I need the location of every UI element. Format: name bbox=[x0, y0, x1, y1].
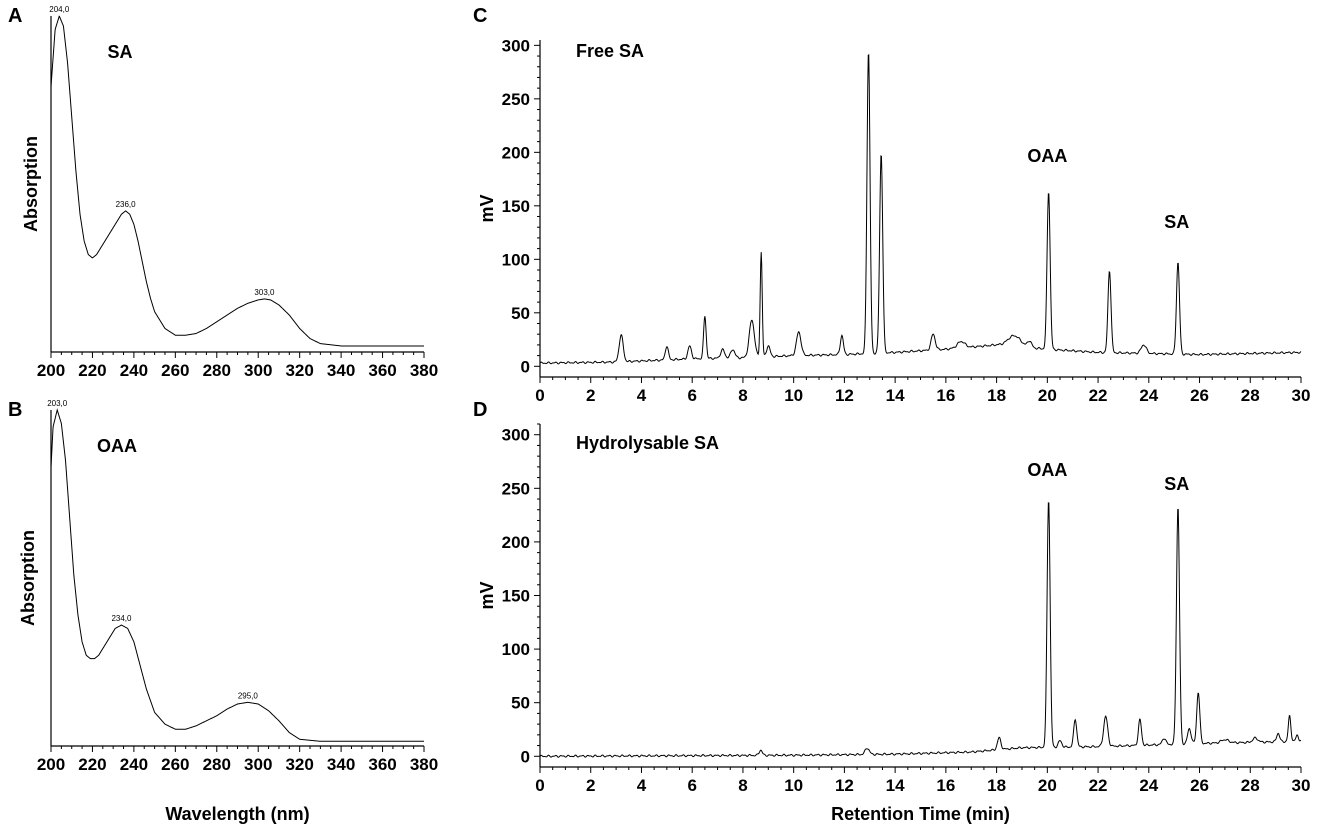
panel-annotation: Free SA bbox=[576, 41, 644, 61]
x-tick-label: 6 bbox=[687, 776, 696, 795]
x-tick-label: 6 bbox=[687, 386, 696, 405]
panel-annotation: SA bbox=[107, 42, 132, 62]
x-tick-label: 340 bbox=[327, 361, 355, 380]
x-tick-label: 260 bbox=[161, 755, 189, 774]
x-tick-label: 240 bbox=[120, 755, 148, 774]
y-tick-label: 100 bbox=[502, 640, 530, 659]
x-tick-label: 30 bbox=[1292, 386, 1311, 405]
peak-value-label: 236,0 bbox=[116, 200, 137, 209]
y-tick-label: 100 bbox=[502, 250, 530, 269]
series-trace-0 bbox=[539, 502, 1302, 758]
peak-value-label: 303,0 bbox=[254, 288, 275, 297]
x-tick-label: 360 bbox=[368, 361, 396, 380]
x-tick-label: 280 bbox=[203, 361, 231, 380]
x-tick-label: 24 bbox=[1139, 776, 1158, 795]
x-tick-label: 4 bbox=[637, 776, 647, 795]
x-tick-label: 12 bbox=[835, 776, 854, 795]
y-tick-label: 250 bbox=[502, 479, 530, 498]
x-tick-label: 200 bbox=[37, 755, 65, 774]
x-tick-label: 340 bbox=[327, 755, 355, 774]
x-tick-label: 28 bbox=[1241, 386, 1260, 405]
x-tick-label: 280 bbox=[203, 755, 231, 774]
x-axis-label: Retention Time (min) bbox=[831, 804, 1010, 824]
x-tick-label: 30 bbox=[1292, 776, 1311, 795]
panel-letter-d: D bbox=[473, 399, 487, 421]
x-tick-label: 220 bbox=[78, 361, 106, 380]
chart-b-oaa-spectrum: 200 220 240 260 280 300 320 340 360 380 Absorption… bbox=[18, 399, 438, 824]
x-tick-label: 380 bbox=[410, 361, 438, 380]
x-tick-label: 26 bbox=[1190, 386, 1209, 405]
x-tick-label: 14 bbox=[886, 386, 905, 405]
x-tick-label: 260 bbox=[161, 361, 189, 380]
y-tick-label: 150 bbox=[502, 197, 530, 216]
panel-annotation: OAA bbox=[97, 436, 137, 456]
x-tick-label: 320 bbox=[285, 755, 313, 774]
x-tick-label: 0 bbox=[535, 386, 544, 405]
panel-letter-a: A bbox=[8, 5, 22, 27]
peak-annotation-oaa: OAA bbox=[1027, 460, 1067, 480]
x-tick-label: 14 bbox=[886, 776, 905, 795]
peak-annotation-sa: SA bbox=[1164, 474, 1189, 494]
x-tick-label: 200 bbox=[37, 361, 65, 380]
y-axis-label: mV bbox=[477, 194, 497, 222]
y-tick-label: 200 bbox=[502, 533, 530, 552]
x-tick-label: 16 bbox=[936, 776, 955, 795]
x-tick-label: 24 bbox=[1139, 386, 1158, 405]
chart-c-free-sa-chromatogram: 0 2 4 6 8 10 12 14 16 18 20 22 24 26 28 300501001502002… bbox=[477, 36, 1310, 405]
peak-annotation-sa: SA bbox=[1164, 212, 1189, 232]
series-trace-0 bbox=[539, 53, 1302, 365]
y-tick-label: 300 bbox=[502, 36, 530, 55]
panel-annotation: Hydrolysable SA bbox=[576, 433, 719, 453]
y-tick-label: 50 bbox=[511, 694, 530, 713]
peak-value-label: 203,0 bbox=[47, 399, 68, 408]
x-tick-label: 8 bbox=[738, 386, 747, 405]
x-tick-label: 10 bbox=[784, 776, 803, 795]
x-tick-label: 10 bbox=[784, 386, 803, 405]
x-tick-label: 22 bbox=[1089, 776, 1108, 795]
x-tick-label: 22 bbox=[1089, 386, 1108, 405]
panel-letter-b: B bbox=[8, 399, 22, 421]
x-tick-label: 2 bbox=[586, 386, 595, 405]
y-tick-label: 150 bbox=[502, 587, 530, 606]
y-tick-label: 0 bbox=[521, 747, 530, 766]
x-tick-label: 26 bbox=[1190, 776, 1209, 795]
series-trace-0 bbox=[50, 408, 424, 742]
x-tick-label: 300 bbox=[244, 755, 272, 774]
x-tick-label: 8 bbox=[738, 776, 747, 795]
x-tick-label: 28 bbox=[1241, 776, 1260, 795]
x-tick-label: 20 bbox=[1038, 386, 1057, 405]
y-axis-label: Absorption bbox=[21, 136, 41, 232]
peak-value-label: 295,0 bbox=[238, 691, 259, 700]
chart-d-hydrolysable-sa-chromatogram: 0 2 4 6 8 10 12 14 16 18 20 22 24 26 28 300501001502002… bbox=[477, 423, 1311, 824]
peak-annotation-oaa: OAA bbox=[1027, 146, 1067, 166]
x-tick-label: 0 bbox=[535, 776, 544, 795]
panel-letter-c: C bbox=[473, 5, 487, 27]
x-tick-label: 18 bbox=[987, 776, 1006, 795]
chart-a-sa-spectrum: 200 220 240 260 280 300 320 340 360 380 Absorption… bbox=[21, 5, 438, 380]
x-tick-label: 360 bbox=[368, 755, 396, 774]
peak-value-label: 204,0 bbox=[49, 5, 70, 14]
x-tick-label: 240 bbox=[120, 361, 148, 380]
x-tick-label: 4 bbox=[637, 386, 647, 405]
x-tick-label: 20 bbox=[1038, 776, 1057, 795]
x-tick-label: 320 bbox=[285, 361, 313, 380]
y-axis-label: mV bbox=[477, 581, 497, 609]
x-tick-label: 16 bbox=[936, 386, 955, 405]
y-tick-label: 300 bbox=[502, 426, 530, 445]
x-tick-label: 220 bbox=[78, 755, 106, 774]
x-tick-label: 380 bbox=[410, 755, 438, 774]
series-trace-0 bbox=[50, 15, 424, 347]
peak-value-label: 234,0 bbox=[111, 614, 132, 623]
y-tick-label: 50 bbox=[511, 304, 530, 323]
y-axis-label: Absorption bbox=[18, 530, 38, 626]
x-tick-label: 18 bbox=[987, 386, 1006, 405]
x-tick-label: 12 bbox=[835, 386, 854, 405]
y-tick-label: 250 bbox=[502, 90, 530, 109]
y-tick-label: 200 bbox=[502, 143, 530, 162]
x-tick-label: 2 bbox=[586, 776, 595, 795]
x-axis-label: Wavelength (nm) bbox=[165, 804, 309, 824]
y-tick-label: 0 bbox=[521, 357, 530, 376]
x-tick-label: 300 bbox=[244, 361, 272, 380]
